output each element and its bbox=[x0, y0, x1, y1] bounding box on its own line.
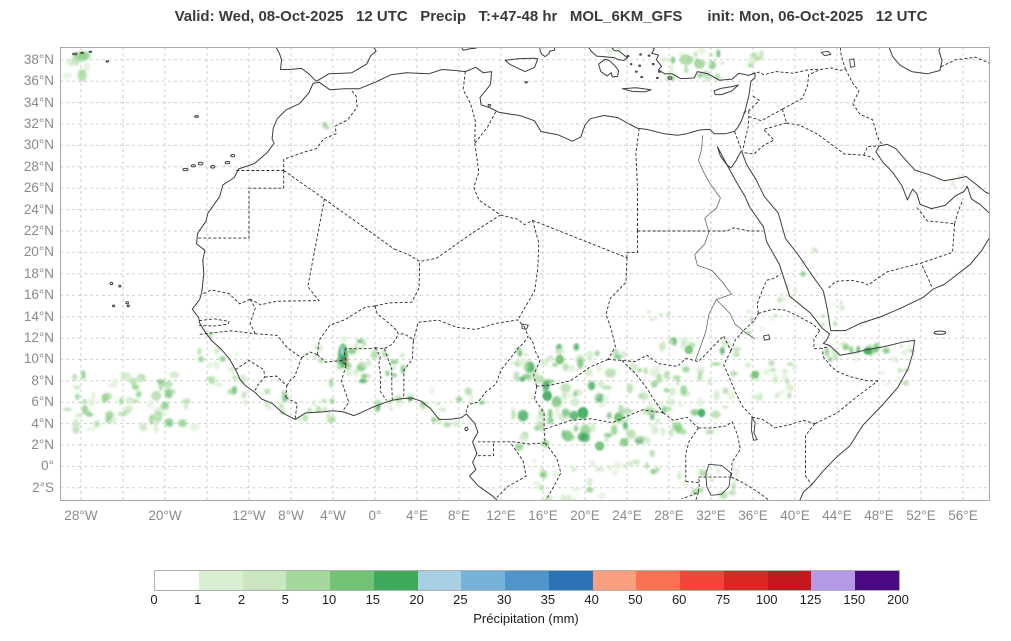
colorbar-tick-label: 15 bbox=[365, 592, 381, 607]
longitude-tick-label: 16°E bbox=[528, 508, 558, 523]
longitude-tick-label: 24°E bbox=[612, 508, 642, 523]
latitude-tick-label: 14°N bbox=[23, 308, 54, 324]
latitude-tick-label: 2°S bbox=[32, 479, 54, 495]
map-canvas bbox=[60, 47, 990, 501]
longitude-tick-label: 40°E bbox=[780, 508, 810, 523]
latitude-tick-label: 20°N bbox=[23, 244, 54, 260]
longitude-tick-label: 52°E bbox=[906, 508, 936, 523]
colorbar-segment bbox=[198, 571, 243, 590]
latitude-tick-label: 28°N bbox=[23, 158, 54, 174]
colorbar-segment bbox=[242, 571, 287, 590]
latitude-tick-label: 36°N bbox=[23, 73, 54, 89]
longitude-tick-label: 4°W bbox=[320, 508, 346, 523]
map-plot-area bbox=[60, 47, 990, 501]
longitude-tick-label: 8°E bbox=[448, 508, 470, 523]
latitude-tick-label: 10°N bbox=[23, 351, 54, 367]
colorbar-segment bbox=[592, 571, 637, 590]
colorbar-tick-label: 50 bbox=[628, 592, 643, 607]
longitude-tick-label: 32°E bbox=[696, 508, 726, 523]
colorbar-tick-label: 0 bbox=[150, 592, 158, 607]
colorbar-segment bbox=[636, 571, 681, 590]
latitude-tick-label: 12°N bbox=[23, 330, 54, 346]
colorbar-tick-label: 20 bbox=[409, 592, 424, 607]
colorbar-tick-label: 150 bbox=[843, 592, 866, 607]
colorbar-segment bbox=[855, 571, 900, 590]
lakes-layer bbox=[521, 50, 856, 496]
figure-title: Valid: Wed, 08-Oct-2025 12 UTC Precip T:… bbox=[174, 8, 928, 25]
rivers-layer bbox=[694, 135, 756, 361]
colorbar-segment bbox=[505, 571, 549, 590]
colorbar-segment bbox=[461, 571, 506, 590]
colorbar-tick-label: 25 bbox=[453, 592, 468, 607]
colorbar-caption: Précipitation (mm) bbox=[473, 611, 579, 626]
longitude-tick-label: 20°W bbox=[148, 508, 182, 523]
colorbar-segment bbox=[548, 571, 593, 590]
longitude-tick-label: 0° bbox=[368, 508, 382, 523]
longitude-tick-label: 4°E bbox=[406, 508, 428, 523]
longitude-tick-label: 28°E bbox=[654, 508, 684, 523]
colorbar-tick-label: 1 bbox=[194, 592, 202, 607]
colorbar-tick-label: 30 bbox=[496, 592, 512, 607]
latitude-tick-label: 4°N bbox=[31, 415, 54, 431]
precipitation-max-cells bbox=[337, 54, 872, 451]
latitude-tick-label: 2°N bbox=[31, 437, 54, 453]
longitude-tick-label: 20°E bbox=[570, 508, 600, 523]
colorbar-tick-label: 35 bbox=[540, 592, 556, 607]
islands-layer bbox=[72, 50, 947, 432]
latitude-tick-label: 24°N bbox=[23, 201, 54, 217]
plot-frame bbox=[60, 47, 990, 501]
colorbar-tick-label: 100 bbox=[755, 592, 778, 607]
colorbar-segment bbox=[723, 571, 768, 590]
longitude-tick-label: 36°E bbox=[738, 508, 768, 523]
colorbar-tick-label: 40 bbox=[584, 592, 599, 607]
longitude-tick-label: 12°E bbox=[486, 508, 516, 523]
colorbar-segment bbox=[811, 571, 856, 590]
colorbar-tick-label: 200 bbox=[887, 592, 909, 607]
coastline-layer bbox=[191, 47, 990, 501]
colorbar-tick-label: 60 bbox=[671, 592, 687, 607]
longitude-tick-label: 28°W bbox=[64, 508, 98, 523]
colorbar-segment bbox=[373, 571, 418, 590]
longitude-tick-label: 8°W bbox=[278, 508, 304, 523]
colorbar-segment bbox=[417, 571, 462, 590]
colorbar-tick-label: 2 bbox=[237, 592, 246, 607]
longitude-tick-label: 44°E bbox=[822, 508, 852, 523]
colorbar-tick-label: 10 bbox=[321, 592, 337, 607]
colorbar-segment bbox=[330, 571, 374, 590]
country-borders-layer bbox=[197, 47, 990, 501]
latitude-tick-label: 38°N bbox=[23, 51, 54, 67]
latitude-tick-label: 18°N bbox=[23, 265, 54, 281]
latitude-tick-label: 22°N bbox=[23, 223, 54, 239]
colorbar bbox=[154, 570, 900, 591]
colorbar-segment bbox=[767, 571, 812, 590]
latitude-tick-label: 34°N bbox=[23, 94, 54, 110]
colorbar-tick-label: 125 bbox=[799, 592, 822, 607]
longitude-tick-label: 56°E bbox=[948, 508, 978, 523]
colorbar-segment bbox=[155, 571, 199, 590]
latitude-tick-label: 30°N bbox=[23, 137, 54, 153]
latitude-tick-label: 16°N bbox=[23, 287, 54, 303]
latitude-tick-label: 32°N bbox=[23, 116, 54, 132]
longitude-tick-label: 12°W bbox=[232, 508, 266, 523]
longitude-tick-label: 48°E bbox=[864, 508, 894, 523]
latitude-tick-label: 6°N bbox=[31, 394, 54, 410]
colorbar-segment bbox=[680, 571, 724, 590]
colorbar-tick-label: 75 bbox=[715, 592, 731, 607]
latitude-tick-label: 8°N bbox=[31, 372, 54, 388]
latitude-tick-label: 0° bbox=[41, 458, 54, 474]
graticule-gridlines bbox=[60, 47, 990, 501]
basemap-layer bbox=[72, 47, 990, 501]
colorbar-tick-label: 5 bbox=[281, 592, 289, 607]
colorbar-segment bbox=[286, 571, 331, 590]
latitude-tick-label: 26°N bbox=[23, 180, 54, 196]
colorbar-tick-labels: 0 1 2 5 10 15 20 25 30 35 40 50 60 75 100 125 150 200 bbox=[150, 592, 908, 608]
